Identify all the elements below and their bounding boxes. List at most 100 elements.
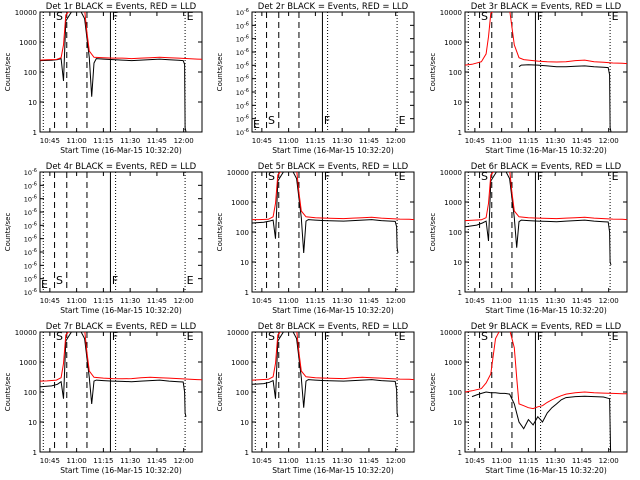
y-tick-exponent: -6 bbox=[244, 61, 249, 67]
x-tick-label: 11:15 bbox=[305, 297, 325, 305]
x-tick-label: 10:45 bbox=[40, 457, 60, 465]
detector-panel-1: Det 1r BLACK = Events, RED = LLD 1 10 100 10… bbox=[4, 2, 203, 155]
detector-panel-9: Det 9r BLACK = Events, RED = LLD 1 10 100 10… bbox=[429, 322, 628, 475]
y-axis-label: Counts/sec bbox=[429, 53, 437, 92]
edge-marker-label: E bbox=[253, 118, 260, 131]
time-marker-label-F: F bbox=[112, 274, 118, 287]
x-tick-label: 11:15 bbox=[93, 457, 113, 465]
series-line-lld bbox=[465, 12, 627, 66]
y-tick-exponent: -6 bbox=[244, 101, 249, 107]
y-axis-label: Counts/sec bbox=[216, 213, 224, 252]
y-tick-label: 1000 bbox=[444, 39, 462, 47]
y-tick-label: 10000 bbox=[15, 9, 37, 17]
x-tick-label: 12:00 bbox=[174, 457, 194, 465]
y-tick-label: 100 bbox=[236, 389, 249, 397]
y-tick-label: 10 bbox=[28, 419, 37, 427]
detector-panel-2: Det 2r BLACK = Events, RED = LLD 10-6 10-6… bbox=[216, 2, 415, 155]
time-marker-label-E: E bbox=[612, 170, 619, 183]
x-tick-label: 12:00 bbox=[599, 297, 619, 305]
series-line-events bbox=[252, 172, 399, 254]
y-tick-exponent: -6 bbox=[32, 248, 37, 254]
y-tick-label: 1 bbox=[245, 289, 249, 297]
time-marker-label-F: F bbox=[537, 10, 543, 23]
y-tick-label: 10-6 bbox=[24, 275, 37, 284]
y-tick-label: 10000 bbox=[227, 169, 249, 177]
series-group bbox=[465, 332, 627, 452]
time-marker-label-S: S bbox=[56, 330, 63, 343]
y-tick-label: 10-6 bbox=[24, 208, 37, 217]
y-tick-exponent: -6 bbox=[244, 115, 249, 121]
y-axis-label: Counts/sec bbox=[429, 373, 437, 412]
x-tick-label: 10:45 bbox=[252, 137, 272, 145]
detector-panel-8: Det 8r BLACK = Events, RED = LLD 1 10 100 10… bbox=[216, 322, 415, 475]
y-tick-exponent: -6 bbox=[244, 128, 249, 134]
x-tick-label: 11:15 bbox=[305, 457, 325, 465]
x-tick-label: 11:45 bbox=[147, 297, 167, 305]
x-axis-label: Start Time (16-Mar-15 10:32:20) bbox=[60, 306, 182, 315]
series-line-events bbox=[465, 172, 612, 266]
time-marker-label-E: E bbox=[187, 330, 194, 343]
time-marker-label-F: F bbox=[537, 330, 543, 343]
x-tick-label: 11:15 bbox=[93, 137, 113, 145]
time-marker-label-F: F bbox=[324, 114, 330, 127]
y-axis-label: Counts/sec bbox=[4, 53, 12, 92]
time-marker-label-S: S bbox=[481, 330, 488, 343]
x-tick-label: 11:45 bbox=[359, 297, 379, 305]
x-tick-label: 10:45 bbox=[40, 137, 60, 145]
x-tick-label: 11:15 bbox=[93, 297, 113, 305]
y-tick-label: 10000 bbox=[440, 169, 462, 177]
series-line-lld bbox=[252, 172, 414, 221]
time-marker-label-F: F bbox=[112, 330, 118, 343]
x-tick-label: 11:45 bbox=[147, 137, 167, 145]
x-tick-label: 11:30 bbox=[120, 457, 140, 465]
x-tick-label: 10:45 bbox=[465, 457, 485, 465]
x-tick-label: 11:15 bbox=[305, 137, 325, 145]
y-tick-exponent: -6 bbox=[32, 181, 37, 187]
time-marker-label-S: S bbox=[481, 170, 488, 183]
panel-title: Det 5r BLACK = Events, RED = LLD bbox=[258, 162, 409, 172]
y-tick-exponent: -6 bbox=[32, 221, 37, 227]
x-tick-label: 11:00 bbox=[492, 297, 512, 305]
x-tick-label: 11:00 bbox=[492, 137, 512, 145]
time-marker-label-E: E bbox=[399, 330, 406, 343]
y-tick-label: 10 bbox=[28, 99, 37, 107]
panel-title: Det 9r BLACK = Events, RED = LLD bbox=[471, 322, 622, 332]
x-tick-label: 11:30 bbox=[545, 457, 565, 465]
y-tick-label: 1 bbox=[33, 129, 37, 137]
time-marker-label-F: F bbox=[537, 170, 543, 183]
y-tick-exponent: -6 bbox=[32, 261, 37, 267]
time-marker-label-F: F bbox=[324, 170, 330, 183]
y-tick-label: 10-6 bbox=[236, 61, 249, 70]
series-group bbox=[252, 332, 414, 417]
y-tick-exponent: -6 bbox=[32, 208, 37, 214]
y-tick-exponent: -6 bbox=[32, 235, 37, 241]
series-line-events bbox=[471, 391, 612, 452]
x-tick-label: 11:15 bbox=[518, 137, 538, 145]
y-tick-label: 100 bbox=[449, 229, 462, 237]
time-marker-label-S: S bbox=[56, 274, 63, 287]
x-tick-label: 12:00 bbox=[599, 137, 619, 145]
detector-panel-7: Det 7r BLACK = Events, RED = LLD 1 10 100 10… bbox=[4, 322, 203, 475]
series-line-lld bbox=[252, 332, 414, 381]
x-tick-label: 10:45 bbox=[252, 457, 272, 465]
x-tick-label: 10:45 bbox=[465, 137, 485, 145]
detector-panel-3: Det 3r BLACK = Events, RED = LLD 1 10 100 10… bbox=[429, 2, 628, 155]
y-tick-label: 10-6 bbox=[24, 181, 37, 190]
y-tick-label: 1000 bbox=[231, 359, 249, 367]
time-marker-label-E: E bbox=[612, 330, 619, 343]
x-axis-label: Start Time (16-Mar-15 10:32:20) bbox=[485, 146, 607, 155]
x-tick-label: 10:45 bbox=[40, 297, 60, 305]
series-line-lld bbox=[40, 12, 202, 61]
x-axis-label: Start Time (16-Mar-15 10:32:20) bbox=[272, 466, 394, 475]
x-tick-label: 11:45 bbox=[572, 137, 592, 145]
series-line-events bbox=[518, 64, 612, 132]
y-tick-label: 10 bbox=[453, 259, 462, 267]
x-tick-label: 11:00 bbox=[279, 297, 299, 305]
marker-lines bbox=[254, 332, 398, 452]
time-marker-label-F: F bbox=[112, 10, 118, 23]
x-tick-label: 11:30 bbox=[332, 457, 352, 465]
y-tick-label: 1000 bbox=[19, 359, 37, 367]
x-tick-label: 12:00 bbox=[386, 457, 406, 465]
detector-panel-6: Det 6r BLACK = Events, RED = LLD 1 10 100 10… bbox=[429, 162, 628, 315]
edge-marker-label: E bbox=[41, 278, 48, 291]
